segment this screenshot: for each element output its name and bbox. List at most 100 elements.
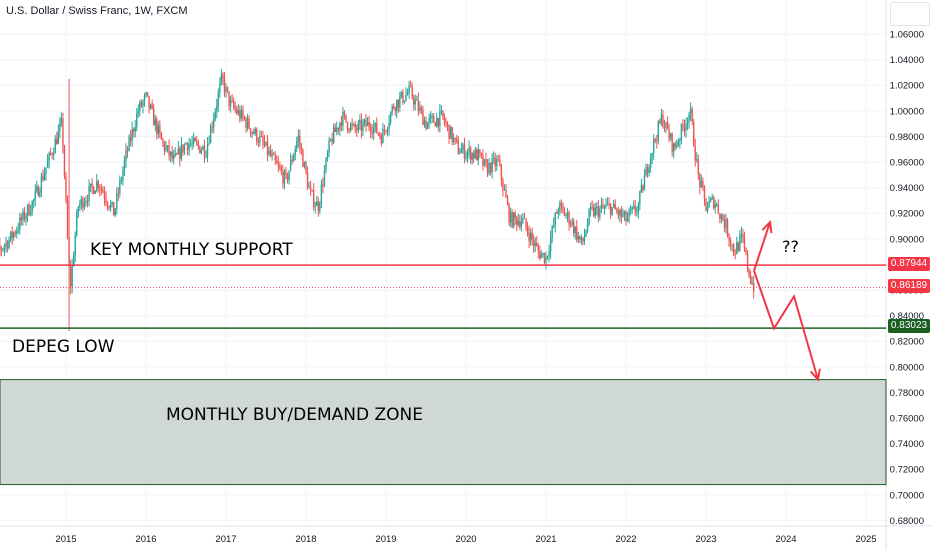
candle — [303, 161, 306, 169]
candle — [199, 145, 201, 154]
candle — [108, 205, 110, 211]
candle — [631, 206, 633, 214]
x-tick-label: 2021 — [535, 534, 556, 545]
candle — [191, 135, 193, 151]
candle — [319, 201, 321, 215]
candle — [323, 164, 326, 188]
candle — [403, 100, 406, 104]
candle — [634, 199, 636, 216]
candle — [552, 217, 555, 229]
candle — [97, 179, 100, 193]
candle — [145, 91, 147, 98]
time-axis[interactable]: 2015 2016 2017 2018 2019 2020 2021 2022 2023 2024… — [55, 534, 876, 545]
candle — [480, 152, 483, 159]
candle — [671, 132, 673, 157]
y-tick-label: 0.80000 — [890, 362, 924, 373]
candle — [586, 218, 589, 234]
candle — [391, 104, 393, 116]
x-tick-label: 2020 — [455, 534, 476, 545]
candle — [676, 139, 678, 150]
candle — [128, 134, 130, 152]
candle — [471, 152, 473, 165]
candle — [620, 206, 623, 224]
candle — [651, 152, 653, 165]
candle — [429, 111, 432, 124]
candle — [212, 112, 215, 134]
candle — [516, 215, 518, 232]
candle — [345, 114, 347, 123]
candle — [72, 251, 75, 267]
candle — [59, 117, 61, 139]
candle — [320, 179, 323, 209]
candle — [192, 132, 195, 148]
candle — [114, 207, 116, 218]
candle — [337, 127, 340, 135]
candle — [465, 150, 467, 162]
candle — [194, 136, 196, 142]
candle — [339, 121, 341, 136]
candle — [536, 236, 538, 247]
candle — [657, 119, 660, 145]
candle — [646, 163, 649, 178]
candle — [314, 201, 316, 214]
candle — [40, 172, 43, 198]
candle — [229, 95, 232, 113]
candle — [180, 137, 183, 162]
candle — [76, 209, 78, 238]
candle — [563, 207, 566, 217]
candle — [559, 200, 561, 216]
candle — [402, 88, 404, 105]
candle — [751, 276, 753, 286]
candle — [129, 130, 132, 147]
candle — [532, 234, 535, 253]
candle — [236, 105, 238, 116]
candle — [503, 184, 506, 191]
candle — [683, 119, 686, 137]
candle — [240, 105, 243, 122]
candle — [62, 112, 64, 154]
candle — [485, 152, 487, 168]
y-tick-label: 0.84000 — [890, 311, 924, 322]
candle — [174, 147, 176, 158]
candle — [362, 118, 364, 137]
candle — [306, 166, 309, 191]
candle — [640, 178, 643, 194]
candle — [419, 101, 421, 114]
candle — [283, 169, 286, 190]
candle — [569, 219, 572, 228]
candle — [426, 121, 429, 130]
candle — [660, 108, 663, 127]
candle — [723, 214, 726, 233]
candle — [609, 203, 612, 219]
y-tick-label: 1.06000 — [890, 30, 924, 41]
candle — [312, 182, 315, 211]
candle — [472, 150, 475, 163]
candle — [728, 233, 730, 247]
arrow-head — [761, 219, 773, 234]
candle — [299, 129, 301, 154]
candle — [349, 122, 352, 133]
chart-settings-box[interactable] — [890, 2, 930, 26]
candle — [499, 154, 501, 167]
candle — [25, 212, 27, 226]
candle — [680, 123, 683, 145]
candle — [234, 101, 236, 114]
x-tick-label: 2018 — [295, 534, 316, 545]
candle — [705, 198, 707, 212]
candle — [280, 164, 283, 176]
candle — [459, 147, 461, 155]
x-tick-label: 2015 — [55, 534, 76, 545]
candle — [482, 149, 484, 171]
candle — [592, 203, 595, 218]
candle — [239, 105, 241, 123]
candle — [2, 247, 4, 253]
projection-arrow — [753, 221, 771, 272]
candle — [49, 147, 52, 156]
candle — [119, 175, 121, 198]
candle — [165, 140, 167, 153]
candle — [354, 120, 356, 134]
y-tick-label: 0.98000 — [890, 132, 924, 143]
candle — [171, 145, 173, 163]
y-tick-label: 0.70000 — [890, 490, 924, 501]
